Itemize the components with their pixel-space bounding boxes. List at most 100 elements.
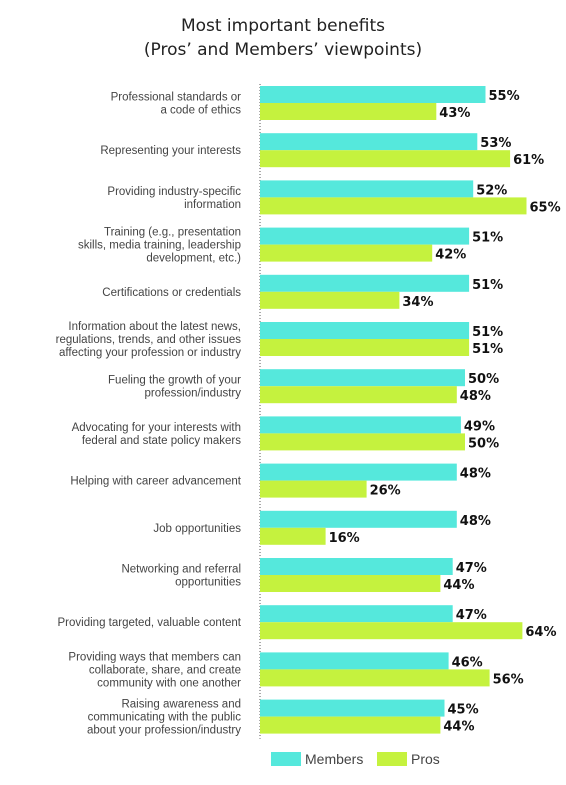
category-label-line: Providing ways that members can: [68, 651, 241, 663]
members-bar: [260, 416, 461, 434]
pros-bar: [260, 339, 470, 356]
chart-title-line-1: Most important benefits: [180, 16, 386, 36]
members-value-label: 50%: [468, 372, 499, 387]
pros-bar: [260, 669, 490, 687]
category-label-line: Advocating for your interests with: [72, 422, 241, 434]
pros-value-label: 44%: [443, 720, 474, 735]
members-bar: [260, 227, 470, 245]
category-label-line: opportunities: [175, 577, 241, 589]
pros-bar: [260, 386, 457, 404]
category-label-line: Providing targeted, valuable content: [58, 617, 242, 629]
members-value-label: 51%: [472, 231, 503, 246]
pros-bar: [260, 716, 441, 734]
pros-bar: [260, 622, 523, 640]
category-label-line: regulations, trends, and other issues: [56, 334, 242, 346]
members-bar: [260, 322, 470, 339]
members-legend-swatch: [271, 752, 301, 766]
members-bar: [260, 86, 486, 103]
category-label-line: Fueling the growth of your: [108, 375, 241, 387]
members-value-label: 49%: [464, 419, 495, 434]
category-label-line: Certifications or credentials: [102, 287, 241, 299]
members-bar: [260, 133, 478, 151]
category-label-line: about your profession/industry: [87, 725, 241, 737]
category-label: Professional standards or a code of ethic…: [111, 92, 242, 117]
members-value-label: 47%: [456, 561, 487, 576]
members-bar: [260, 605, 453, 623]
category-label: Helping with career advancement: [70, 476, 241, 488]
members-bar: [260, 180, 474, 198]
category-label: Fueling the growth of your profession/ind…: [108, 375, 241, 400]
category-label-line: development, etc.): [146, 253, 241, 265]
pros-value-label: 26%: [370, 484, 401, 499]
pros-bar: [260, 197, 527, 215]
category-label-line: Raising awareness and: [121, 699, 241, 711]
category-label-line: Job opportunities: [153, 523, 241, 535]
pros-bar: [260, 480, 367, 498]
members-value-label: 51%: [472, 325, 503, 340]
pros-value-label: 50%: [468, 436, 499, 451]
category-label-line: information: [184, 199, 241, 211]
category-label-line: Representing your interests: [100, 145, 241, 157]
category-label-line: federal and state policy makers: [82, 435, 241, 447]
category-label: Providing industry-specific information: [107, 186, 241, 211]
category-label-line: affecting your profession or industry: [59, 347, 241, 359]
pros-value-label: 56%: [493, 672, 524, 687]
category-label: Providing ways that members can collabora…: [68, 651, 241, 689]
category-label: Advocating for your interests with federa…: [72, 422, 242, 447]
members-bar: [260, 652, 449, 670]
category-label: Information about the latest news, regula…: [56, 321, 242, 359]
category-label-line: profession/industry: [144, 388, 241, 400]
pros-value-label: 61%: [513, 153, 544, 168]
pros-legend-label: Pros: [411, 751, 440, 767]
members-bar: [260, 369, 465, 387]
category-label-line: Networking and referral: [121, 564, 241, 576]
members-bar: [260, 558, 453, 575]
category-label: Training (e.g., presentation skills, medi…: [78, 227, 241, 265]
category-label-line: Helping with career advancement: [70, 476, 241, 488]
pros-value-label: 65%: [530, 200, 561, 215]
pros-bar: [260, 291, 400, 309]
members-value-label: 45%: [448, 703, 479, 718]
pros-bar: [260, 244, 433, 262]
members-value-label: 52%: [476, 183, 507, 198]
pros-value-label: 34%: [402, 295, 433, 310]
category-label: Raising awareness and communicating with …: [87, 699, 241, 737]
category-label: Job opportunities: [153, 523, 241, 535]
pros-value-label: 48%: [460, 389, 491, 404]
category-label-line: Training (e.g., presentation: [104, 227, 241, 239]
category-label-line: Professional standards or: [111, 92, 242, 104]
category-label-line: collaborate, share, and create: [89, 664, 241, 676]
members-value-label: 48%: [460, 467, 491, 482]
pros-value-label: 44%: [443, 578, 474, 593]
members-value-label: 48%: [460, 514, 491, 529]
category-label-line: a code of ethics: [160, 105, 241, 117]
pros-value-label: 51%: [472, 342, 503, 357]
members-value-label: 51%: [472, 278, 503, 293]
members-value-label: 53%: [480, 136, 511, 151]
pros-bar: [260, 527, 326, 545]
members-value-label: 46%: [452, 655, 483, 670]
members-bar: [260, 463, 457, 481]
category-label: Providing targeted, valuable content: [58, 617, 242, 629]
members-value-label: 55%: [489, 89, 520, 104]
category-label: Networking and referral opportunities: [121, 564, 241, 589]
pros-value-label: 43%: [439, 106, 470, 121]
chart-title-line-2: (Pros’ and Members’ viewpoints): [143, 40, 423, 60]
category-label: Certifications or credentials: [102, 287, 241, 299]
pros-bar: [260, 150, 511, 168]
pros-value-label: 64%: [525, 625, 556, 640]
pros-bar: [260, 433, 465, 451]
category-label-line: communicating with the public: [88, 712, 242, 724]
category-label-line: community with one another: [97, 677, 241, 689]
pros-legend-swatch: [377, 752, 407, 766]
pros-value-label: 16%: [329, 531, 360, 546]
pros-bar: [260, 103, 437, 120]
category-label-line: skills, media training, leadership: [78, 240, 241, 252]
category-label: Representing your interests: [100, 145, 241, 157]
members-bar: [260, 510, 457, 528]
members-legend-label: Members: [305, 751, 363, 767]
category-label-line: Providing industry-specific: [107, 186, 241, 198]
chart-title: Most important benefits (Pros’ and Membe…: [0, 14, 566, 62]
